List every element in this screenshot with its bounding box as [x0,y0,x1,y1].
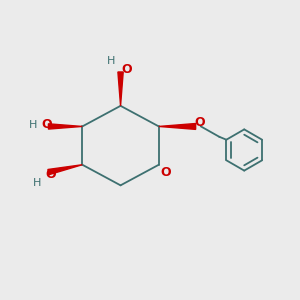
Text: O: O [42,118,52,131]
Polygon shape [48,124,82,129]
Polygon shape [118,72,123,106]
Text: O: O [160,166,171,178]
Text: H: H [29,120,37,130]
Text: O: O [46,168,56,181]
Polygon shape [159,124,196,129]
Polygon shape [48,165,82,175]
Text: O: O [122,63,132,76]
Text: O: O [195,116,206,128]
Text: H: H [107,56,115,66]
Text: H: H [33,178,41,188]
